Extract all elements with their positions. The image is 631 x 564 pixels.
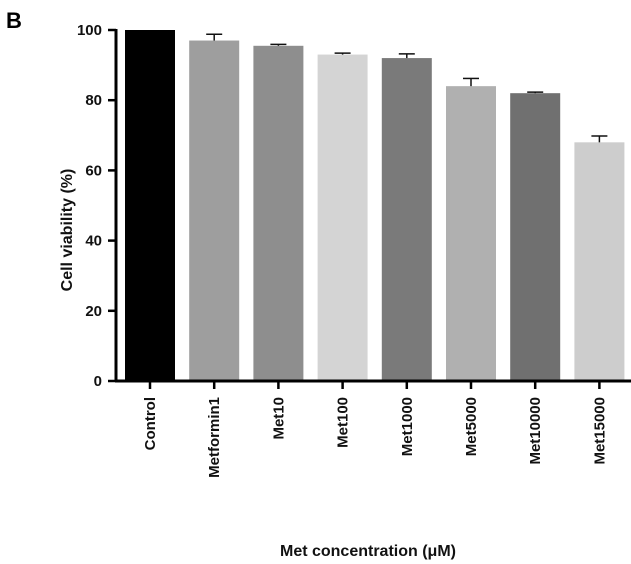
x-tick-label: Met1000: [399, 397, 416, 456]
y-tick-label: 20: [85, 303, 102, 320]
bar-metformin1: [189, 40, 240, 381]
x-tick-label: Control: [142, 397, 159, 450]
y-tick-label: 80: [85, 92, 102, 109]
bar-met5000: [446, 86, 496, 381]
bar-met10: [253, 45, 304, 382]
x-tick-label: Met15000: [591, 397, 608, 465]
panel-label: B: [6, 8, 22, 33]
y-tick-label: 40: [85, 233, 102, 250]
y-tick-label: 100: [77, 22, 102, 39]
x-tick-label: Met100: [335, 397, 352, 448]
bar-met15000: [574, 142, 625, 381]
x-tick-label: Metformin1: [206, 397, 223, 478]
y-axis-title: Cell viability (%): [59, 169, 76, 292]
x-axis-title: Met concentration (μM): [280, 543, 456, 560]
bar-met10000: [510, 93, 561, 382]
bar-control: [125, 30, 175, 381]
y-tick-label: 0: [94, 373, 102, 390]
bar-met100: [317, 54, 368, 381]
y-tick-label: 60: [85, 162, 102, 179]
bars: [125, 30, 625, 382]
x-tick-label: Met5000: [463, 397, 480, 456]
error-bars: [206, 33, 608, 143]
x-axis-tick-labels: Control Metformin1 Met10 Met100 Met1000 Met50…: [142, 381, 608, 478]
x-tick-label: Met10: [270, 397, 287, 440]
y-axis-ticks: 0 20 40 60 80 100: [77, 22, 116, 390]
bar-met1000: [381, 58, 432, 382]
x-tick-label: Met10000: [527, 397, 544, 465]
